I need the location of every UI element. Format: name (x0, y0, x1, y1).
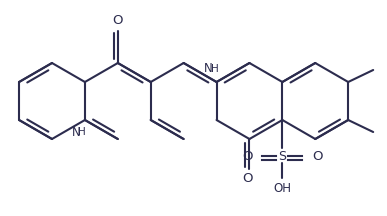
Text: O: O (242, 173, 253, 186)
Text: OH: OH (273, 181, 291, 194)
Text: N: N (204, 62, 213, 76)
Text: H: H (78, 127, 86, 137)
Text: O: O (113, 14, 123, 27)
Text: S: S (278, 149, 286, 162)
Text: O: O (312, 149, 323, 162)
Text: O: O (242, 149, 253, 162)
Text: H: H (211, 64, 218, 74)
Text: N: N (72, 125, 80, 138)
